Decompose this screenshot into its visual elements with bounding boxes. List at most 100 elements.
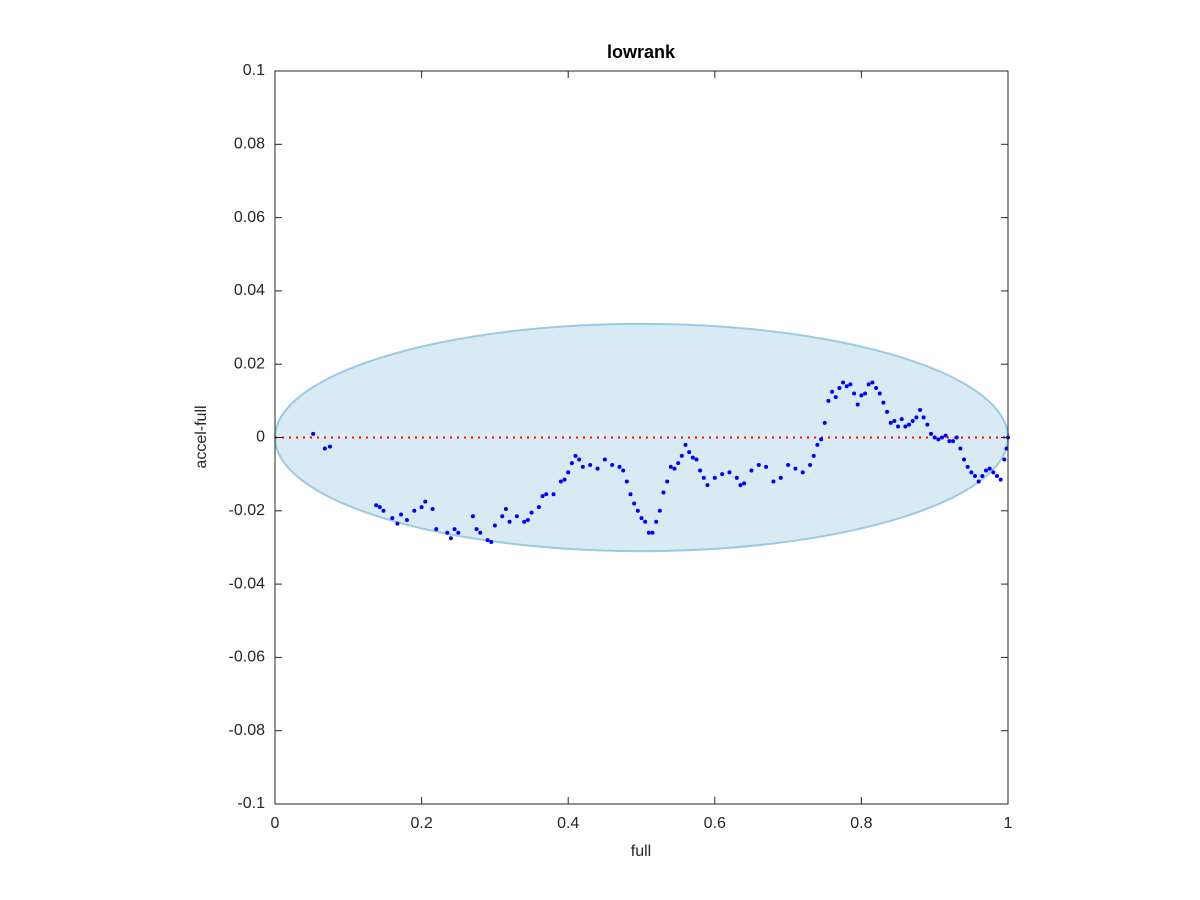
point bbox=[551, 492, 556, 497]
point bbox=[958, 446, 963, 451]
y-tick-label: 0.06 bbox=[234, 209, 265, 226]
point bbox=[573, 453, 578, 458]
point bbox=[855, 402, 860, 407]
point bbox=[925, 422, 930, 427]
y-tick-label: 0.08 bbox=[234, 136, 265, 153]
point bbox=[892, 419, 897, 424]
point bbox=[690, 455, 695, 460]
point bbox=[991, 470, 996, 475]
point bbox=[771, 479, 776, 484]
point bbox=[1002, 457, 1007, 462]
point bbox=[822, 420, 827, 425]
x-tick-label: 0.4 bbox=[557, 815, 579, 832]
point bbox=[863, 391, 868, 396]
point bbox=[562, 477, 567, 482]
point bbox=[742, 481, 747, 486]
point bbox=[980, 473, 985, 478]
y-tick-label: 0.04 bbox=[234, 282, 265, 299]
point bbox=[412, 508, 417, 513]
point bbox=[311, 431, 316, 436]
point bbox=[756, 462, 761, 467]
chart-title: lowrank bbox=[607, 42, 676, 62]
point bbox=[943, 433, 948, 438]
point bbox=[965, 464, 970, 469]
point bbox=[507, 519, 512, 524]
point bbox=[918, 408, 923, 413]
point bbox=[423, 499, 428, 504]
point bbox=[859, 393, 864, 398]
point bbox=[646, 530, 651, 535]
point bbox=[712, 475, 717, 480]
point bbox=[837, 386, 842, 391]
point bbox=[399, 512, 404, 517]
point bbox=[793, 466, 798, 471]
point bbox=[998, 477, 1003, 482]
point bbox=[830, 389, 835, 394]
point bbox=[492, 523, 497, 528]
point bbox=[932, 435, 937, 440]
y-tick-label: 0.1 bbox=[243, 62, 265, 79]
point bbox=[322, 446, 327, 451]
point bbox=[395, 521, 400, 526]
point bbox=[665, 479, 670, 484]
point bbox=[478, 530, 483, 535]
point bbox=[870, 380, 875, 385]
point bbox=[778, 475, 783, 480]
point bbox=[866, 382, 871, 387]
y-tick-label: 0 bbox=[256, 429, 265, 446]
point bbox=[676, 461, 681, 466]
point bbox=[727, 470, 732, 475]
point bbox=[456, 530, 461, 535]
x-tick-label: 0.6 bbox=[704, 815, 726, 832]
point bbox=[327, 444, 332, 449]
point bbox=[914, 415, 919, 420]
point bbox=[888, 420, 893, 425]
y-axis-label: accel-full bbox=[193, 405, 210, 468]
point bbox=[811, 453, 816, 458]
point bbox=[848, 382, 853, 387]
point bbox=[881, 400, 886, 405]
point bbox=[448, 536, 453, 541]
point bbox=[419, 505, 424, 510]
point bbox=[514, 514, 519, 519]
point bbox=[984, 468, 989, 473]
point bbox=[815, 442, 820, 447]
point bbox=[896, 424, 901, 429]
point bbox=[940, 435, 945, 440]
point bbox=[936, 437, 941, 442]
x-axis-label: full bbox=[631, 843, 651, 860]
point bbox=[749, 468, 754, 473]
point bbox=[474, 527, 479, 532]
point bbox=[580, 464, 585, 469]
y-tick-label: -0.06 bbox=[229, 649, 266, 666]
point bbox=[833, 395, 838, 400]
point bbox=[577, 457, 582, 462]
point bbox=[987, 466, 992, 471]
point bbox=[962, 457, 967, 462]
point bbox=[558, 479, 563, 484]
point bbox=[687, 450, 692, 455]
point bbox=[683, 442, 688, 447]
point bbox=[786, 462, 791, 467]
point bbox=[624, 479, 629, 484]
point bbox=[694, 457, 699, 462]
y-tick-label: -0.1 bbox=[237, 795, 265, 812]
point bbox=[738, 483, 743, 488]
point bbox=[569, 461, 574, 466]
point bbox=[540, 494, 545, 499]
point bbox=[529, 510, 534, 515]
x-tick-label: 0 bbox=[271, 815, 280, 832]
point bbox=[434, 527, 439, 532]
point bbox=[595, 466, 600, 471]
point bbox=[819, 437, 824, 442]
point bbox=[954, 435, 959, 440]
point bbox=[969, 470, 974, 475]
point bbox=[544, 492, 549, 497]
point bbox=[445, 530, 450, 535]
point bbox=[381, 508, 386, 513]
point bbox=[654, 519, 659, 524]
point bbox=[826, 398, 831, 403]
point bbox=[661, 490, 666, 495]
point bbox=[643, 519, 648, 524]
x-tick-label: 0.2 bbox=[410, 815, 432, 832]
